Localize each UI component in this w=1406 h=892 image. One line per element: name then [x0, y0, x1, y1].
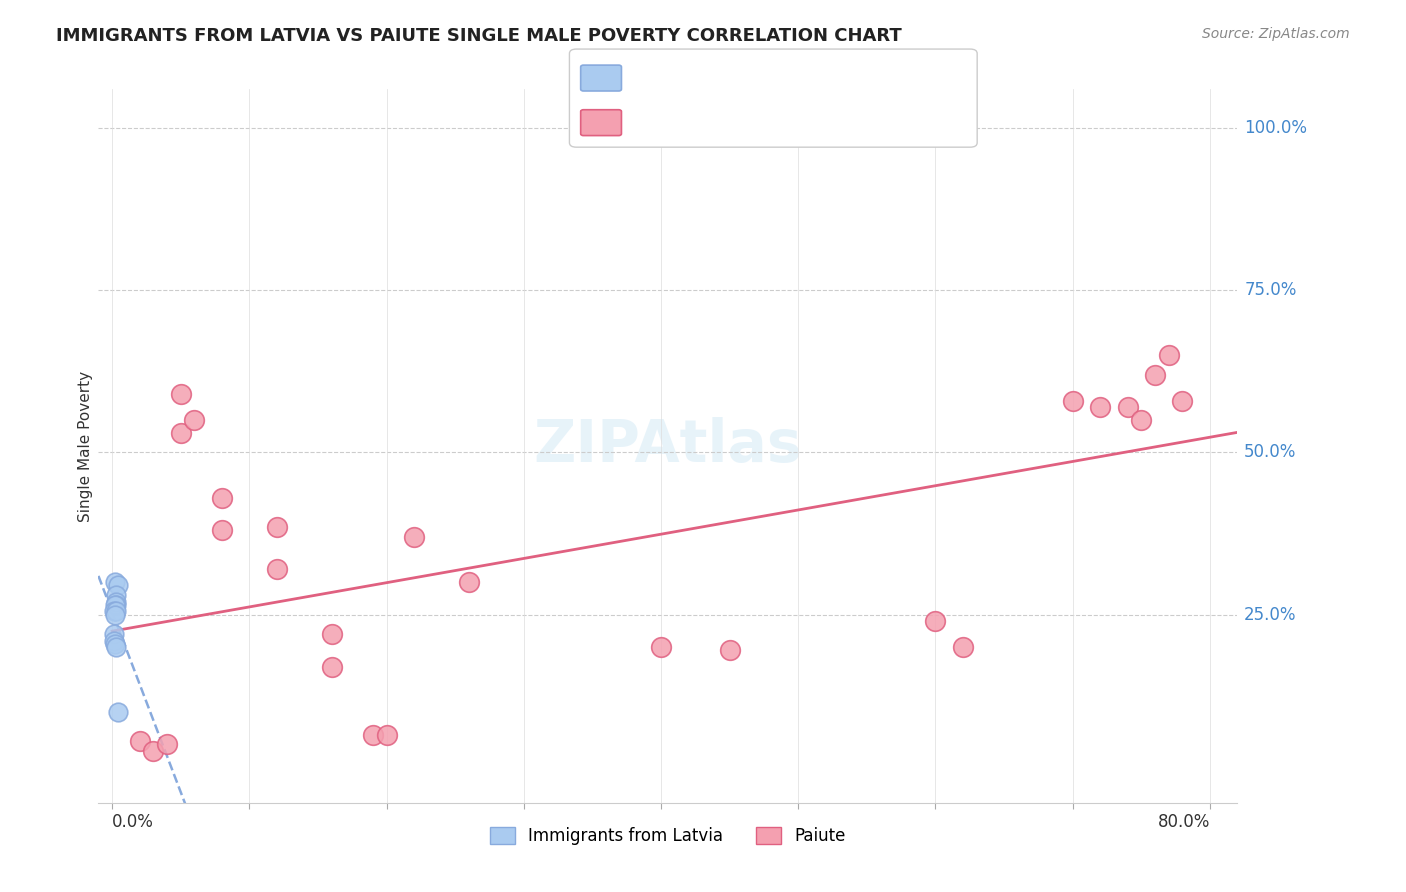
- Y-axis label: Single Male Poverty: Single Male Poverty: [77, 370, 93, 522]
- Text: 0.0%: 0.0%: [112, 813, 155, 830]
- Point: [105, 598, 128, 612]
- Point: [142, 744, 165, 758]
- Point: [321, 627, 343, 641]
- Point: [361, 728, 384, 742]
- Text: ZIPAtlas: ZIPAtlas: [533, 417, 803, 475]
- Point: [924, 614, 946, 628]
- Point: [211, 524, 233, 538]
- Point: [650, 640, 672, 654]
- Point: [952, 640, 974, 654]
- Point: [104, 598, 127, 612]
- Point: [266, 520, 288, 534]
- Point: [156, 738, 179, 752]
- Point: [105, 588, 128, 602]
- Point: [170, 387, 193, 401]
- Legend: Immigrants from Latvia, Paiute: Immigrants from Latvia, Paiute: [484, 820, 852, 852]
- Text: Source: ZipAtlas.com: Source: ZipAtlas.com: [1202, 27, 1350, 41]
- Text: 27: 27: [773, 112, 799, 129]
- Point: [1062, 393, 1084, 408]
- Point: [1088, 400, 1111, 414]
- Point: [457, 575, 479, 590]
- Text: R =: R =: [598, 112, 637, 129]
- Point: [211, 491, 233, 505]
- Text: 0.384: 0.384: [644, 67, 702, 85]
- Text: 0.261: 0.261: [644, 112, 700, 129]
- Text: 14: 14: [773, 67, 799, 85]
- Point: [402, 530, 425, 544]
- Point: [375, 728, 398, 742]
- Point: [1157, 348, 1180, 362]
- Point: [104, 637, 127, 651]
- Point: [1171, 393, 1194, 408]
- Text: 100.0%: 100.0%: [1244, 120, 1308, 137]
- Text: 80.0%: 80.0%: [1157, 813, 1209, 830]
- Point: [103, 633, 125, 648]
- Text: 25.0%: 25.0%: [1244, 606, 1296, 624]
- Point: [170, 425, 193, 440]
- Text: N =: N =: [728, 67, 768, 85]
- Point: [128, 734, 150, 748]
- Point: [103, 604, 125, 618]
- Point: [105, 640, 128, 654]
- Point: [104, 575, 127, 590]
- Text: 75.0%: 75.0%: [1244, 281, 1296, 300]
- Text: N =: N =: [728, 112, 768, 129]
- Point: [321, 659, 343, 673]
- Point: [266, 562, 288, 576]
- Point: [718, 643, 741, 657]
- Point: [1130, 413, 1153, 427]
- Point: [1116, 400, 1139, 414]
- Point: [107, 705, 129, 719]
- Point: [183, 413, 205, 427]
- Point: [103, 627, 125, 641]
- Point: [105, 604, 128, 618]
- Point: [104, 607, 127, 622]
- Point: [107, 578, 129, 592]
- Text: R =: R =: [598, 67, 637, 85]
- Point: [1143, 368, 1166, 382]
- Text: 50.0%: 50.0%: [1244, 443, 1296, 461]
- Text: IMMIGRANTS FROM LATVIA VS PAIUTE SINGLE MALE POVERTY CORRELATION CHART: IMMIGRANTS FROM LATVIA VS PAIUTE SINGLE …: [56, 27, 903, 45]
- Point: [105, 595, 128, 609]
